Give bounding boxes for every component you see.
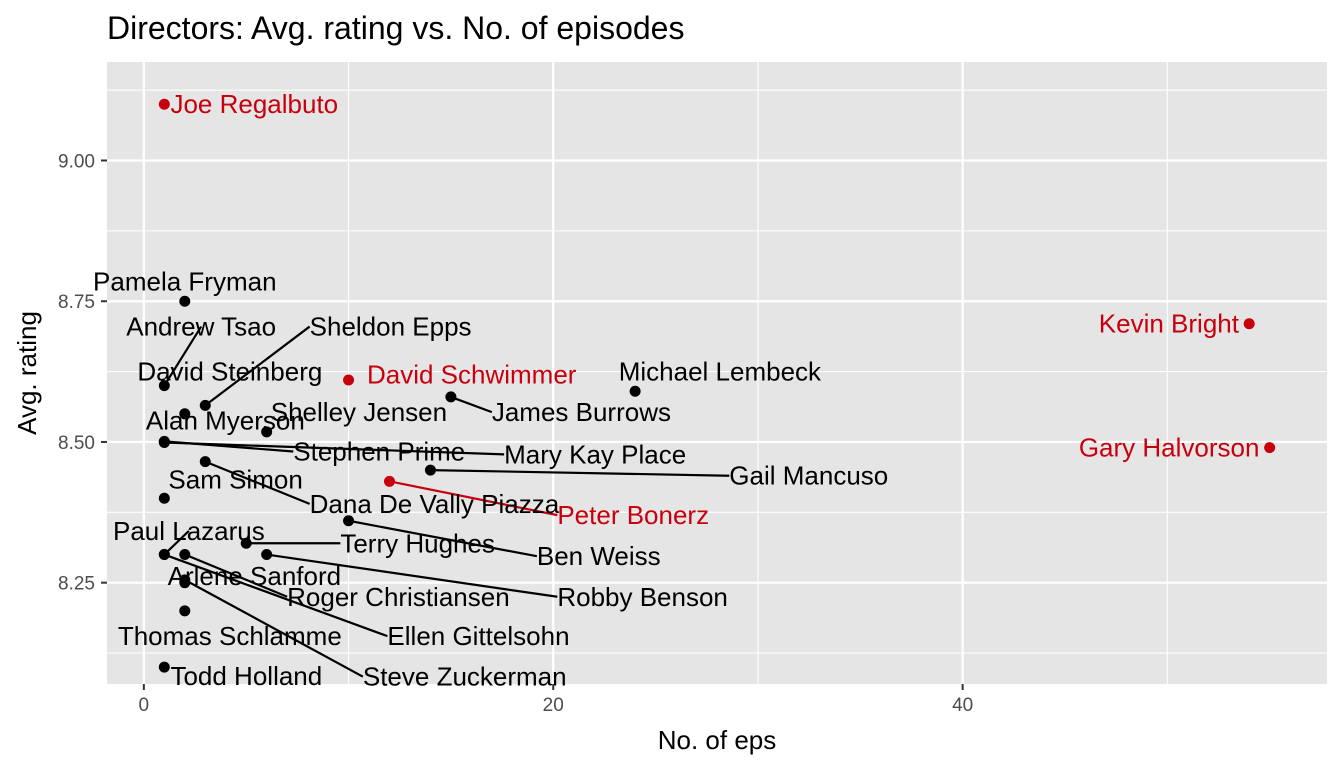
data-point <box>158 492 170 504</box>
point-label: Thomas Schlamme <box>118 621 342 651</box>
data-point <box>158 549 170 561</box>
data-point <box>445 391 457 403</box>
data-point <box>179 605 191 617</box>
data-point <box>158 661 170 673</box>
point-label: Kevin Bright <box>1099 309 1240 339</box>
point-label: Dana De Vally Piazza <box>310 489 560 519</box>
data-point <box>158 437 170 449</box>
point-label: Sam Simon <box>168 465 302 495</box>
x-axis-title: No. of eps <box>658 725 777 755</box>
point-label: Peter Bonerz <box>557 500 709 530</box>
point-label: David Schwimmer <box>367 359 577 389</box>
point-label: James Burrows <box>492 397 671 427</box>
label-leader-line <box>430 468 730 477</box>
label-leader-line <box>163 530 190 556</box>
data-point <box>1243 318 1255 330</box>
axis-ticks: 0 20 40 8.25 8.50 8.75 9.00 <box>58 152 973 716</box>
label-leader-lines <box>163 325 730 678</box>
data-point <box>199 399 211 411</box>
y-axis-title: Avg. rating <box>12 311 42 435</box>
point-label: Joe Regalbuto <box>170 89 338 119</box>
label-leader-line <box>204 460 311 505</box>
point-label: Gary Halvorson <box>1079 433 1260 463</box>
data-point <box>158 380 170 392</box>
point-label: Sheldon Epps <box>310 312 472 342</box>
data-point <box>629 385 641 397</box>
point-label: Steve Zuckerman <box>363 662 567 692</box>
data-point <box>179 408 191 420</box>
data-point <box>261 426 273 438</box>
point-labels: Joe Regalbuto Kevin Bright Gary Halvorson D… <box>93 89 1259 691</box>
label-leader-line <box>450 395 493 414</box>
point-label: Mary Kay Place <box>504 439 686 469</box>
data-points <box>158 98 1276 673</box>
label-leader-line <box>164 441 505 456</box>
data-point <box>343 515 355 527</box>
data-point <box>179 549 191 561</box>
plot-panel <box>107 62 1327 684</box>
point-label: Ben Weiss <box>537 541 661 571</box>
point-label: Todd Holland <box>170 661 322 691</box>
point-label: Alan Myerson <box>146 406 305 436</box>
point-label: Roger Christiansen <box>287 582 510 612</box>
chart-title: Directors: Avg. rating vs. No. of episod… <box>107 10 684 46</box>
point-label: Andrew Tsao <box>126 312 276 342</box>
x-tick-label: 40 <box>952 695 973 716</box>
data-point <box>261 549 273 561</box>
label-leader-line <box>163 325 203 387</box>
point-label: Terry Hughes <box>340 528 495 558</box>
label-leader-line <box>389 480 558 517</box>
point-label: Paul Lazarus <box>113 516 265 546</box>
y-tick-label: 8.25 <box>58 574 95 595</box>
grid-lines <box>107 62 1327 684</box>
point-label: Pamela Fryman <box>93 267 277 297</box>
y-tick-label: 8.50 <box>58 433 95 454</box>
y-tick-label: 8.75 <box>58 292 95 313</box>
x-tick-label: 20 <box>543 695 564 716</box>
label-leader-line <box>266 553 558 598</box>
data-point <box>199 456 211 468</box>
label-leader-line <box>348 519 538 558</box>
data-point <box>240 537 252 549</box>
label-leader-line <box>184 578 364 678</box>
data-point <box>179 295 191 307</box>
data-point <box>179 574 191 586</box>
point-label: Stephen Prime <box>293 437 465 467</box>
point-label: Michael Lembeck <box>619 357 822 387</box>
data-point <box>1264 442 1276 454</box>
data-point <box>424 464 436 476</box>
label-leader-line <box>184 553 288 598</box>
y-tick-label: 9.00 <box>58 152 95 173</box>
point-label: Shelley Jensen <box>271 397 447 427</box>
x-tick-label: 0 <box>139 695 150 716</box>
label-leader-line <box>204 325 311 407</box>
data-point <box>343 374 355 386</box>
point-label: Arlene Sanford <box>168 561 341 591</box>
label-leader-line <box>163 553 388 638</box>
point-label: David Steinberg <box>137 357 322 387</box>
data-point <box>383 475 395 487</box>
point-label: Gail Mancuso <box>729 461 888 491</box>
data-point <box>158 98 170 110</box>
point-label: Robby Benson <box>557 582 728 612</box>
point-label: Ellen Gittelsohn <box>387 621 569 651</box>
